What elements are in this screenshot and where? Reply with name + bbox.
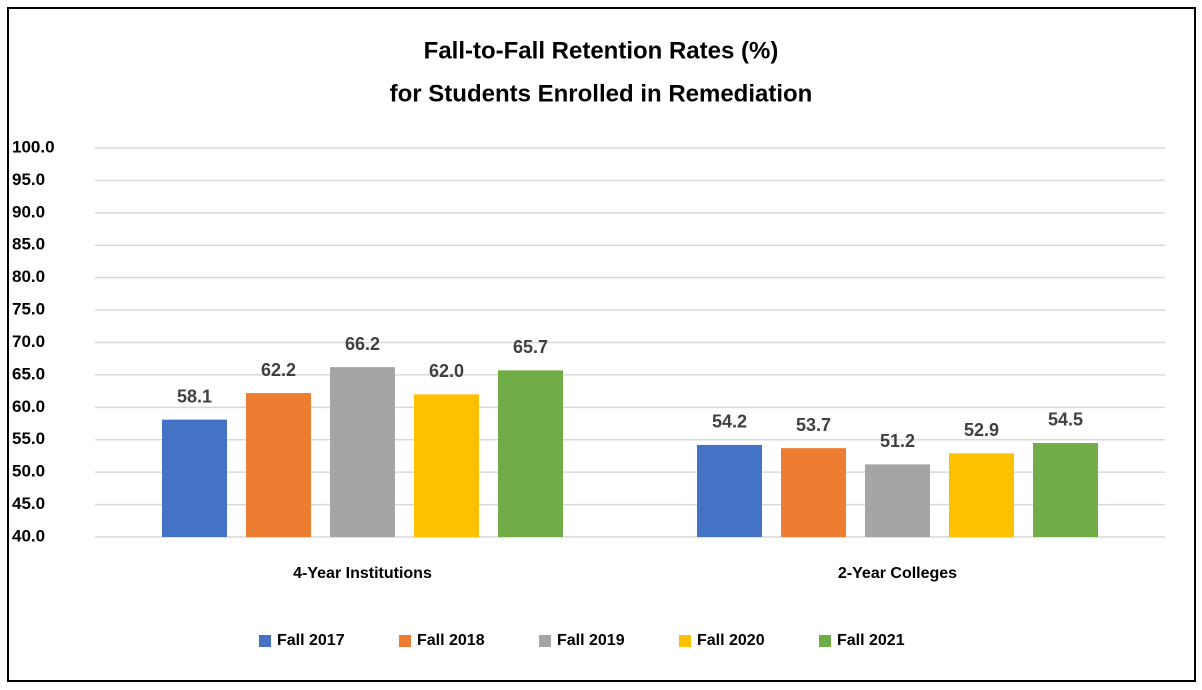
legend-swatch <box>259 635 271 647</box>
bar <box>498 370 563 537</box>
value-label: 58.1 <box>177 386 212 406</box>
value-label: 53.7 <box>796 415 831 435</box>
value-label: 62.2 <box>261 360 296 380</box>
y-tick-label: 90.0 <box>12 202 45 221</box>
bar <box>1033 442 1098 537</box>
value-label: 54.5 <box>1048 410 1083 430</box>
y-tick-label: 45.0 <box>12 494 45 513</box>
value-label: 62.0 <box>429 361 464 381</box>
y-tick-label: 40.0 <box>12 526 45 545</box>
legend-label: Fall 2017 <box>277 632 345 649</box>
value-label: 51.2 <box>880 431 915 451</box>
value-label: 54.2 <box>712 412 747 432</box>
legend-swatch <box>679 635 691 647</box>
y-tick-label: 85.0 <box>12 235 45 254</box>
value-label: 65.7 <box>513 337 548 357</box>
y-tick-label: 70.0 <box>12 332 45 351</box>
chart-subtitle: for Students Enrolled in Remediation <box>390 80 813 107</box>
bar <box>330 367 395 537</box>
value-label: 52.9 <box>964 420 999 440</box>
value-label: 66.2 <box>345 334 380 354</box>
y-tick-label: 50.0 <box>12 462 45 481</box>
legend-swatch <box>399 635 411 647</box>
bar <box>949 453 1014 537</box>
x-tick-label: 2-Year Colleges <box>838 565 957 582</box>
y-tick-label: 65.0 <box>12 364 45 383</box>
bar <box>865 464 930 537</box>
y-tick-label: 95.0 <box>12 170 45 189</box>
x-tick-label: 4-Year Institutions <box>293 565 432 582</box>
legend-label: Fall 2021 <box>837 632 905 649</box>
y-tick-label: 100.0 <box>12 137 55 156</box>
chart-border <box>7 7 1196 682</box>
y-tick-label: 55.0 <box>12 429 45 448</box>
legend-label: Fall 2020 <box>697 632 765 649</box>
bar <box>414 394 479 537</box>
legend-swatch <box>819 635 831 647</box>
y-tick-label: 80.0 <box>12 267 45 286</box>
bar <box>781 448 846 537</box>
bar <box>246 393 311 537</box>
legend-label: Fall 2019 <box>557 632 625 649</box>
y-tick-label: 75.0 <box>12 300 45 319</box>
legend-label: Fall 2018 <box>417 632 485 649</box>
legend-swatch <box>539 635 551 647</box>
bar <box>697 444 762 537</box>
y-tick-label: 60.0 <box>12 397 45 416</box>
chart-title: Fall-to-Fall Retention Rates (%) <box>424 37 779 64</box>
bar <box>162 419 227 537</box>
